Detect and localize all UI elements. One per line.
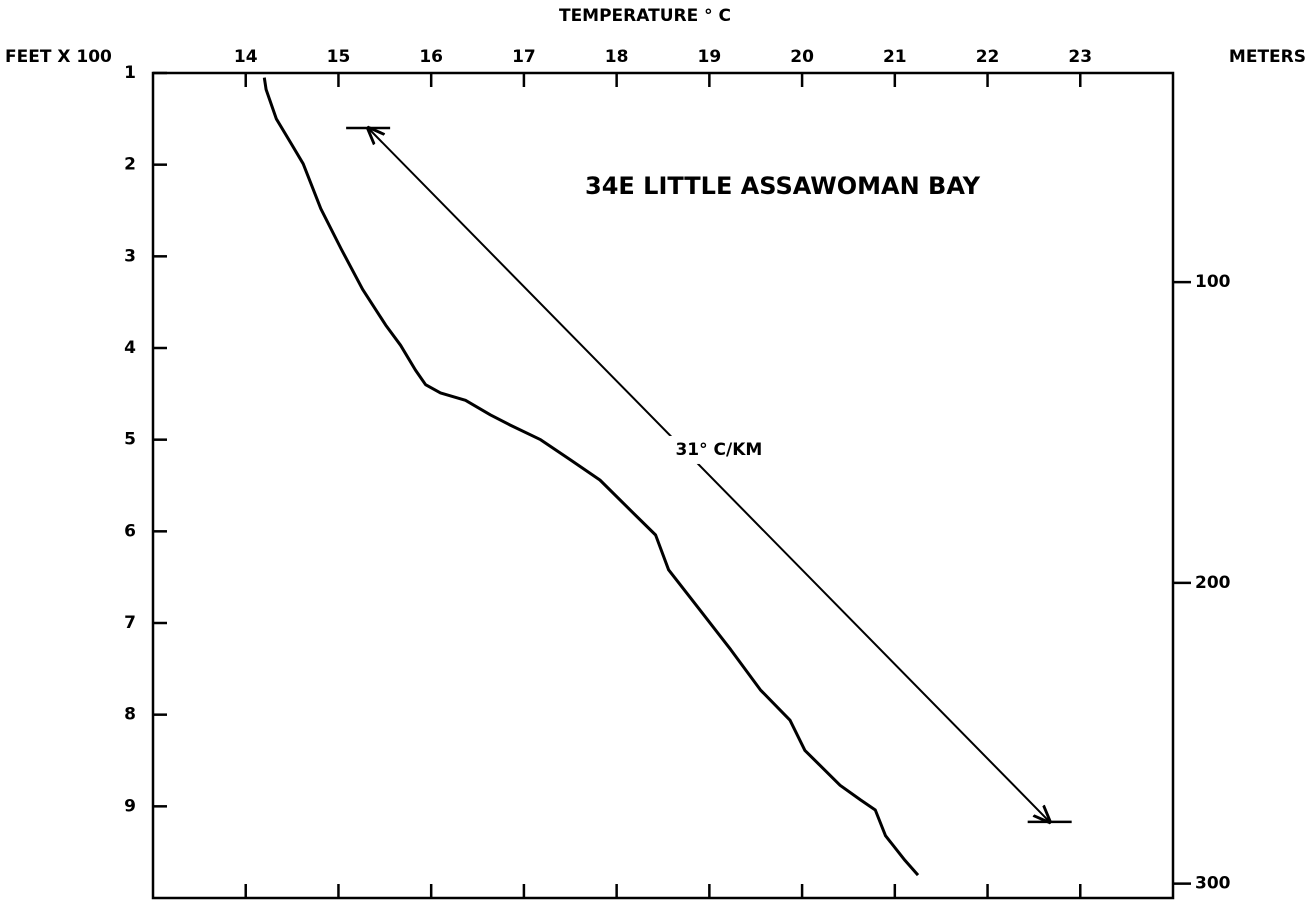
y2-tick-label: 200 xyxy=(1195,573,1231,593)
x-tick-label: 22 xyxy=(976,47,1000,67)
x-tick-label: 17 xyxy=(512,47,536,67)
y-tick-label: 7 xyxy=(124,613,136,633)
chart-title: TEMPERATURE ° C xyxy=(559,6,731,26)
y-tick-label: 8 xyxy=(124,705,136,725)
y-tick-label: 9 xyxy=(124,796,136,816)
x-tick-label: 16 xyxy=(419,47,443,67)
y-tick-label: 6 xyxy=(124,521,136,541)
x-tick-label: 20 xyxy=(790,47,814,67)
y-tick-label: 2 xyxy=(124,155,136,175)
x-tick-label: 15 xyxy=(327,47,351,67)
y2-tick-label: 300 xyxy=(1195,874,1231,894)
x-tick-label: 21 xyxy=(883,47,907,67)
x-tick-label: 18 xyxy=(605,47,629,67)
y-axis-label: FEET X 100 xyxy=(5,47,112,67)
x-tick-label: 23 xyxy=(1068,47,1092,67)
gradient-arrow xyxy=(368,128,1050,822)
x-tick-label: 14 xyxy=(234,47,258,67)
x-tick-label: 19 xyxy=(698,47,722,67)
y-tick-label: 5 xyxy=(124,430,136,450)
y-tick-label: 3 xyxy=(124,246,136,266)
annotation: 31° C/KM xyxy=(675,440,762,460)
y-tick-label: 4 xyxy=(124,338,136,358)
y2-axis-label: METERS xyxy=(1229,47,1306,67)
annotation: 34E LITTLE ASSAWOMAN BAY xyxy=(585,172,981,200)
y-tick-label: 1 xyxy=(124,63,136,83)
y2-tick-label: 100 xyxy=(1195,272,1231,292)
label-backdrop xyxy=(663,435,774,464)
plot-frame xyxy=(151,71,1175,900)
